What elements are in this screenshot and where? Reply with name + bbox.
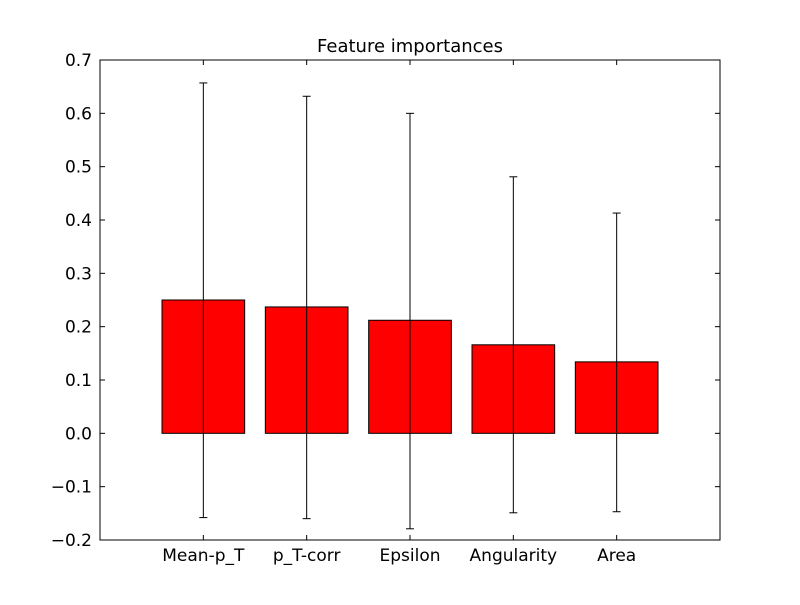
chart-title: Feature importances bbox=[317, 36, 503, 57]
y-tick-label: 0.5 bbox=[65, 158, 92, 178]
chart-marks bbox=[161, 82, 659, 530]
x-tick-label: Mean-p_T bbox=[162, 546, 245, 566]
y-tick-label: 0.0 bbox=[65, 424, 92, 444]
y-axis: −0.2 −0.1 0.0 0.1 0.2 0.3 0.4 0.5 0.6 0.7 bbox=[51, 51, 720, 551]
x-axis: Mean-p_T p_T-corr Epsilon Angularity Area bbox=[162, 60, 636, 566]
y-tick-label: 0.3 bbox=[65, 264, 92, 284]
y-tick-label: 0.7 bbox=[65, 51, 92, 71]
x-tick-label: Epsilon bbox=[379, 546, 440, 566]
x-tick-label: Angularity bbox=[470, 546, 558, 566]
y-tick-label: 0.1 bbox=[65, 371, 92, 391]
y-tick-label: 0.4 bbox=[65, 211, 92, 231]
y-tick-label: −0.1 bbox=[51, 478, 92, 498]
y-tick-label: 0.6 bbox=[65, 104, 92, 124]
y-tick-label: −0.2 bbox=[51, 531, 92, 551]
y-tick-label: 0.2 bbox=[65, 318, 92, 338]
x-tick-label: Area bbox=[597, 546, 636, 566]
x-tick-label: p_T-corr bbox=[273, 546, 341, 566]
